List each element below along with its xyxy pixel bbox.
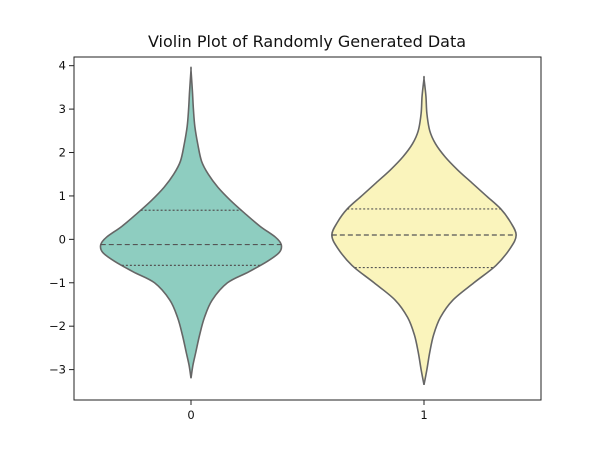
chart-title: Violin Plot of Randomly Generated Data (148, 32, 466, 51)
y-tick-label: 1 (59, 189, 66, 203)
plot-area (73, 56, 542, 401)
y-tick-label: −3 (49, 363, 66, 377)
violin-1 (331, 75, 517, 385)
watermark-text: 头条 @数据分析不是个事儿 (430, 424, 590, 440)
y-tick-label: 3 (59, 102, 66, 116)
violins-group (99, 66, 517, 385)
violin-0 (99, 66, 283, 379)
y-tick-label: −2 (49, 319, 66, 333)
x-tick-label: 0 (187, 408, 194, 422)
y-tick-label: 4 (59, 59, 66, 73)
y-axis: −3 −2 −1 0 1 2 3 4 (49, 59, 74, 377)
y-tick-label: 2 (59, 146, 66, 160)
violin-body-0 (99, 66, 283, 379)
violin-body-1 (331, 75, 517, 385)
y-tick-label: 0 (59, 232, 66, 246)
x-tick-label: 1 (420, 408, 427, 422)
y-tick-label: −1 (49, 276, 66, 290)
